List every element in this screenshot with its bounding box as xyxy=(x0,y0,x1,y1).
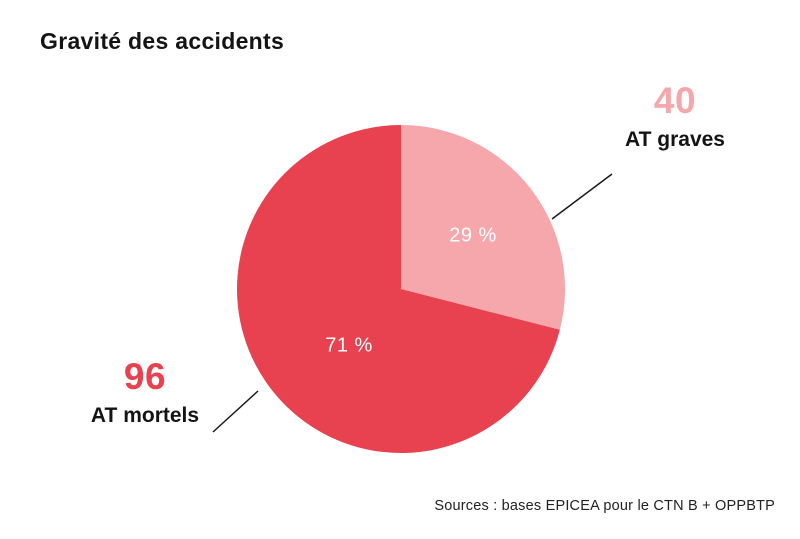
page-title: Gravité des accidents xyxy=(40,28,285,54)
callout-graves-value: 40 xyxy=(653,80,697,121)
pie-slice-at-graves xyxy=(401,125,566,330)
callout-graves: 40 AT graves xyxy=(612,80,738,151)
callout-mortels-label: AT mortels xyxy=(90,403,200,427)
callout-graves-label: AT graves xyxy=(625,127,725,151)
callout-mortels: 96 AT mortels xyxy=(82,356,208,427)
percent-label-mortels: 71 % xyxy=(325,334,373,357)
pie-slice-at-mortels xyxy=(237,125,560,454)
percent-label-graves: 29 % xyxy=(449,224,497,247)
callout-mortels-value: 96 xyxy=(123,356,167,397)
connector-line-mortels xyxy=(212,390,259,433)
connector-line-graves xyxy=(551,173,613,220)
source-note: Sources : bases EPICEA pour le CTN B + O… xyxy=(434,498,775,514)
pie-slices-group xyxy=(237,125,566,454)
